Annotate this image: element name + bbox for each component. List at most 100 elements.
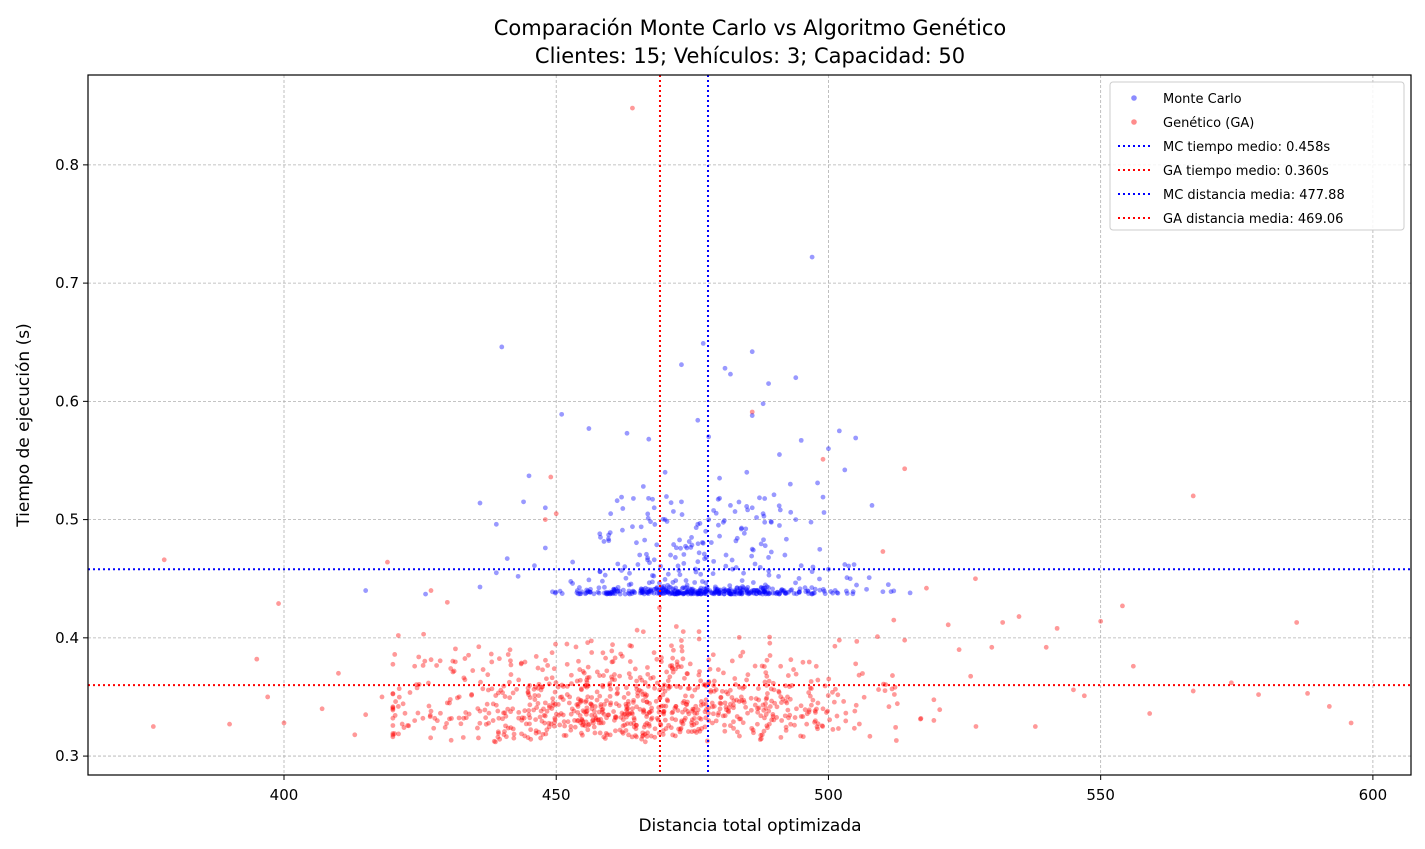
ga-point: [694, 730, 699, 735]
mc-point: [809, 591, 815, 597]
ga-point: [428, 735, 434, 741]
x-axis-label: Distancia total optimizada: [638, 816, 861, 836]
ga-point: [1000, 620, 1006, 625]
mc-point: [609, 590, 614, 595]
mc-point: [664, 589, 670, 595]
mc-point: [675, 589, 681, 595]
ga-point: [490, 718, 496, 723]
ga-point: [625, 691, 631, 696]
ga-point: [670, 666, 675, 672]
ga-point: [703, 683, 709, 689]
mc-point: [678, 545, 683, 551]
ga-point: [390, 691, 396, 697]
mc-point: [762, 589, 768, 595]
ga-point: [698, 699, 704, 704]
ga-point: [395, 633, 401, 638]
mc-point: [684, 545, 690, 551]
mc-point: [557, 588, 563, 594]
mc-point: [721, 586, 727, 592]
mc-point: [715, 588, 720, 594]
mc-point: [664, 494, 669, 499]
ga-point: [751, 730, 756, 736]
mc-point: [739, 525, 744, 531]
ga-point: [696, 636, 702, 642]
ga-point: [594, 689, 600, 695]
ga-point: [466, 711, 472, 717]
ga-point: [645, 665, 650, 670]
mc-point: [744, 586, 749, 592]
ga-point: [772, 700, 778, 706]
ga-point: [603, 655, 608, 661]
ga-point: [697, 728, 703, 734]
ga-point: [390, 704, 396, 710]
mc-point: [723, 563, 729, 569]
ga-point: [589, 712, 595, 718]
ga-point: [640, 709, 646, 715]
legend-box: [1109, 81, 1405, 231]
mc-point: [749, 349, 755, 355]
ga-point: [407, 690, 413, 695]
mc-point: [885, 582, 891, 588]
mc-point: [714, 587, 720, 592]
mc-point: [693, 525, 699, 531]
ga-point: [687, 661, 693, 667]
ga-point: [580, 718, 586, 724]
mc-point: [783, 536, 789, 542]
ga-point: [729, 695, 735, 700]
ga-point: [680, 656, 686, 662]
mc-point: [728, 588, 734, 594]
mc-point: [682, 585, 688, 591]
ga-point: [770, 712, 776, 717]
ga-point: [918, 716, 924, 721]
ga-point: [642, 739, 648, 745]
mc-point: [646, 591, 651, 597]
mc-point: [805, 588, 811, 594]
ga-point: [867, 733, 873, 739]
mc-point: [680, 590, 686, 596]
ga-point: [555, 702, 561, 707]
mc-point: [701, 590, 707, 596]
ga-point: [627, 643, 633, 648]
ga-point: [568, 723, 574, 729]
mc-point: [737, 589, 743, 594]
ga-point: [824, 710, 829, 715]
mc-point: [713, 589, 719, 595]
mc-point: [765, 589, 771, 595]
mc-point: [601, 590, 607, 596]
ga-point: [924, 585, 929, 591]
mc-point: [737, 585, 743, 591]
ga-point: [812, 718, 818, 724]
ga-point: [654, 715, 660, 721]
ga-point: [602, 736, 608, 741]
mc-point: [493, 570, 499, 576]
ga-point: [644, 699, 650, 705]
y-tick-label: 0.8: [55, 156, 79, 174]
mc-point: [681, 561, 687, 566]
mc-point: [599, 578, 605, 584]
mc-point: [568, 579, 574, 584]
mc-point: [780, 588, 786, 594]
ga-point: [544, 727, 550, 733]
ga-point: [475, 706, 481, 711]
ga-point: [851, 725, 857, 731]
ga-point: [525, 690, 531, 696]
ga-point: [400, 701, 406, 707]
ga-point: [681, 717, 687, 723]
ga-point: [825, 693, 831, 698]
mc-point: [627, 570, 632, 576]
ga-point: [597, 673, 602, 678]
ga-point: [764, 723, 770, 729]
mc-point: [842, 562, 848, 567]
ga-point: [794, 706, 799, 712]
mc-point: [821, 510, 827, 515]
ga-point: [516, 710, 522, 715]
mc-point: [744, 469, 750, 475]
mc-point: [646, 588, 652, 594]
mc-point: [817, 587, 823, 593]
ga-point: [836, 637, 842, 643]
ga-point: [613, 714, 618, 719]
ga-point: [672, 733, 678, 739]
ga-point: [664, 669, 670, 675]
ga-point: [891, 617, 897, 623]
mc-point: [626, 582, 632, 588]
